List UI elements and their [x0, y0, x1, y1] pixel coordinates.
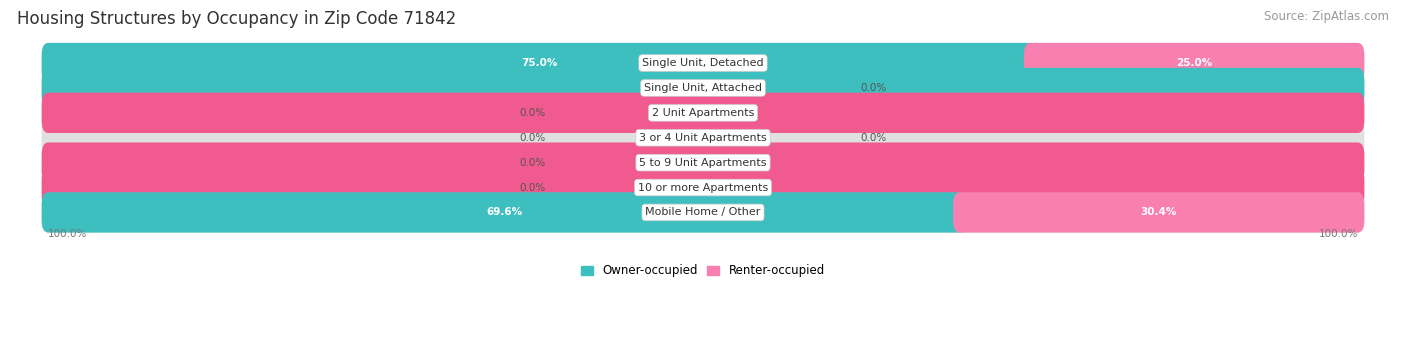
Text: 30.4%: 30.4%	[1140, 207, 1177, 218]
FancyBboxPatch shape	[42, 43, 1364, 83]
Text: 2 Unit Apartments: 2 Unit Apartments	[652, 108, 754, 118]
FancyBboxPatch shape	[42, 167, 1364, 208]
FancyBboxPatch shape	[42, 93, 1364, 133]
Text: 100.0%: 100.0%	[682, 83, 724, 93]
Text: 0.0%: 0.0%	[520, 133, 546, 143]
Text: 100.0%: 100.0%	[682, 182, 724, 193]
Text: 100.0%: 100.0%	[682, 158, 724, 168]
FancyBboxPatch shape	[42, 167, 1364, 208]
FancyBboxPatch shape	[42, 43, 1038, 83]
FancyBboxPatch shape	[42, 192, 1364, 233]
FancyBboxPatch shape	[1024, 43, 1364, 83]
Text: 3 or 4 Unit Apartments: 3 or 4 Unit Apartments	[640, 133, 766, 143]
Text: 0.0%: 0.0%	[520, 158, 546, 168]
FancyBboxPatch shape	[42, 68, 1364, 108]
Text: 25.0%: 25.0%	[1175, 58, 1212, 68]
Text: 100.0%: 100.0%	[1319, 229, 1358, 239]
Text: 75.0%: 75.0%	[522, 58, 558, 68]
FancyBboxPatch shape	[42, 143, 1364, 183]
FancyBboxPatch shape	[42, 143, 1364, 183]
Text: Housing Structures by Occupancy in Zip Code 71842: Housing Structures by Occupancy in Zip C…	[17, 10, 456, 28]
FancyBboxPatch shape	[42, 68, 1364, 108]
Legend: Owner-occupied, Renter-occupied: Owner-occupied, Renter-occupied	[581, 265, 825, 278]
Text: Single Unit, Detached: Single Unit, Detached	[643, 58, 763, 68]
FancyBboxPatch shape	[42, 118, 1364, 158]
Text: 0.0%: 0.0%	[520, 108, 546, 118]
FancyBboxPatch shape	[42, 93, 1364, 133]
Text: Source: ZipAtlas.com: Source: ZipAtlas.com	[1264, 10, 1389, 23]
Text: 10 or more Apartments: 10 or more Apartments	[638, 182, 768, 193]
Text: Single Unit, Attached: Single Unit, Attached	[644, 83, 762, 93]
Text: 69.6%: 69.6%	[486, 207, 522, 218]
Text: Mobile Home / Other: Mobile Home / Other	[645, 207, 761, 218]
Text: 0.0%: 0.0%	[860, 83, 886, 93]
Text: 0.0%: 0.0%	[860, 133, 886, 143]
FancyBboxPatch shape	[42, 192, 966, 233]
Text: 100.0%: 100.0%	[682, 108, 724, 118]
FancyBboxPatch shape	[953, 192, 1364, 233]
Text: 0.0%: 0.0%	[520, 182, 546, 193]
Text: 5 to 9 Unit Apartments: 5 to 9 Unit Apartments	[640, 158, 766, 168]
Text: 100.0%: 100.0%	[48, 229, 87, 239]
